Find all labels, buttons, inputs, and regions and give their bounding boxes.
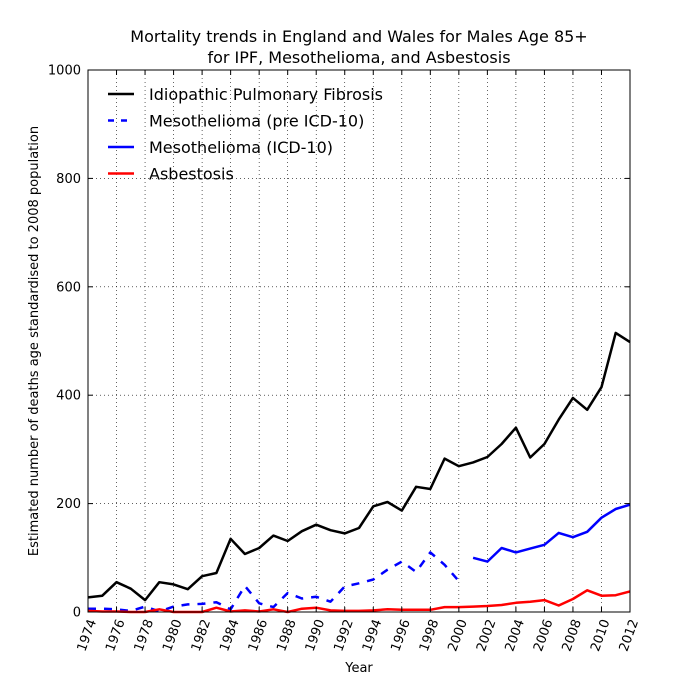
y-tick-label: 0 bbox=[73, 606, 81, 621]
x-tick-label: 1992 bbox=[331, 617, 356, 653]
x-tick-label: 1990 bbox=[303, 617, 328, 653]
series-line-0 bbox=[87, 331, 631, 602]
plot-frame bbox=[87, 69, 631, 613]
x-tick-label: 1986 bbox=[246, 617, 271, 653]
series-lines bbox=[87, 331, 631, 614]
legend-label-1: Mesothelioma (pre ICD-10) bbox=[149, 112, 364, 131]
legend-label-3: Asbestosis bbox=[149, 165, 234, 184]
x-tick-label: 2006 bbox=[531, 617, 556, 653]
series-line-1 bbox=[88, 551, 460, 613]
chart-legend: Idiopathic Pulmonary Fibrosis Mesotheliom… bbox=[108, 85, 383, 184]
x-tick-label: 1996 bbox=[388, 617, 413, 653]
x-tick-label: 2012 bbox=[617, 617, 642, 653]
y-tick-label: 800 bbox=[56, 172, 81, 187]
x-tick-label: 1984 bbox=[217, 617, 242, 653]
x-tick-label: 2010 bbox=[588, 617, 613, 653]
legend-label-0: Idiopathic Pulmonary Fibrosis bbox=[149, 85, 383, 104]
x-tick-label: 2000 bbox=[445, 617, 470, 653]
y-tick-label: 400 bbox=[56, 389, 81, 404]
y-tick-label: 600 bbox=[56, 280, 81, 295]
x-tick-label: 1976 bbox=[103, 617, 128, 653]
x-tick-label: 1980 bbox=[160, 617, 185, 653]
y-axis-label: Estimated number of deaths age standardi… bbox=[27, 126, 42, 556]
x-tick-label: 1982 bbox=[189, 617, 214, 653]
x-tick-label: 1978 bbox=[132, 617, 157, 653]
x-tick-label: 2008 bbox=[560, 617, 585, 653]
x-axis-label: Year bbox=[344, 661, 373, 676]
chart-title-line-1: Mortality trends in England and Wales fo… bbox=[130, 27, 587, 46]
chart-title-line-2: for IPF, Mesothelioma, and Asbestosis bbox=[207, 48, 510, 67]
x-tick-label: 1994 bbox=[360, 617, 385, 653]
y-tick-label: 1000 bbox=[48, 64, 81, 79]
series-line-2 bbox=[472, 503, 631, 563]
x-tick-label: 2004 bbox=[503, 617, 528, 653]
y-tick-label: 200 bbox=[56, 497, 81, 512]
x-tick-label: 2002 bbox=[474, 617, 499, 653]
x-tick-label: 1974 bbox=[75, 617, 100, 653]
x-tick-label: 1998 bbox=[417, 617, 442, 653]
x-tick-label: 1988 bbox=[274, 617, 299, 653]
legend-label-2: Mesothelioma (ICD-10) bbox=[149, 138, 333, 157]
